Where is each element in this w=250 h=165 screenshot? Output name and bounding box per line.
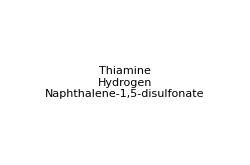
Text: Thiamine
Hydrogen
Naphthalene-1,5-disulfonate: Thiamine Hydrogen Naphthalene-1,5-disulf… (45, 66, 205, 99)
